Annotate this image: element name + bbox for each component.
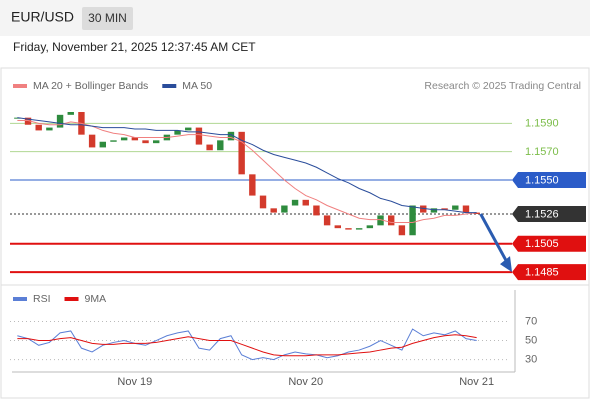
x-tick-label: Nov 21 (459, 376, 494, 388)
y-tick-label: 50 (525, 334, 537, 346)
legend-label: 9MA (85, 293, 107, 305)
candle (153, 140, 160, 144)
candle (131, 137, 139, 141)
candle (227, 131, 235, 141)
candle (302, 199, 309, 206)
candle (217, 140, 224, 151)
source: Research © 2025 Trading Central (424, 80, 581, 92)
timeframe-box[interactable] (82, 7, 133, 30)
candle (409, 205, 416, 236)
candle (99, 141, 106, 148)
candle (452, 205, 459, 210)
legend-swatch (64, 297, 79, 301)
candle (388, 215, 395, 226)
rsi-line (17, 328, 477, 361)
legend-swatch (13, 297, 27, 301)
panel-border (0, 67, 590, 399)
candle (345, 228, 352, 230)
timeframe[interactable]: 30 MIN (88, 11, 127, 25)
legend-label: RSI (33, 293, 51, 305)
candle (366, 225, 374, 229)
x-tick-label: Nov 20 (288, 376, 323, 388)
candle (281, 205, 288, 213)
level-label: 1.1526 (525, 208, 559, 220)
candle (441, 208, 448, 210)
level-box (512, 206, 586, 222)
candle (334, 225, 341, 229)
legend-label: MA 20 + Bollinger Bands (33, 80, 148, 92)
legend-swatch (162, 84, 177, 88)
y-tick-label: 30 (525, 354, 537, 366)
candle (35, 124, 42, 131)
candle (291, 199, 299, 206)
candle (377, 215, 384, 226)
level-label: 1.1505 (525, 238, 559, 250)
candle (142, 140, 149, 144)
candle (120, 137, 128, 141)
candle (67, 112, 74, 115)
candle (185, 127, 192, 131)
candle (249, 174, 256, 196)
candle (238, 131, 245, 175)
level-label: 1.1590 (525, 118, 559, 130)
level-label: 1.1570 (525, 146, 559, 158)
candle (473, 212, 480, 214)
y-tick-label: 70 (525, 315, 537, 327)
x-tick-label: Nov 19 (117, 376, 152, 388)
timestamp: Friday, November 21, 2025 12:37:45 AM CE… (13, 40, 256, 54)
candle (174, 130, 181, 135)
candle (88, 134, 96, 148)
candle (323, 215, 331, 226)
candle (430, 208, 438, 213)
candle (462, 205, 470, 213)
legend-swatch (13, 84, 27, 88)
level-box (512, 235, 586, 252)
level-label: 1.1550 (525, 174, 559, 186)
level-box (512, 264, 586, 281)
legend-label: MA 50 (182, 80, 212, 92)
arrow-head (500, 256, 512, 273)
candle (313, 205, 320, 216)
candle (110, 140, 117, 142)
forecast-arrow (479, 213, 510, 265)
level-label: 1.1485 (525, 266, 559, 278)
ma-line (17, 120, 477, 223)
level-box (512, 172, 586, 188)
candle (24, 117, 32, 125)
candle (195, 127, 203, 145)
rsi-line (17, 334, 477, 357)
candle (46, 127, 53, 131)
candle (56, 114, 64, 128)
candle (206, 144, 213, 151)
ma-line (17, 117, 477, 214)
candle (420, 205, 427, 213)
candle (259, 195, 267, 209)
candle (355, 228, 363, 230)
candle (398, 225, 406, 236)
symbol: EUR/USD (11, 9, 74, 25)
candle (270, 208, 277, 213)
